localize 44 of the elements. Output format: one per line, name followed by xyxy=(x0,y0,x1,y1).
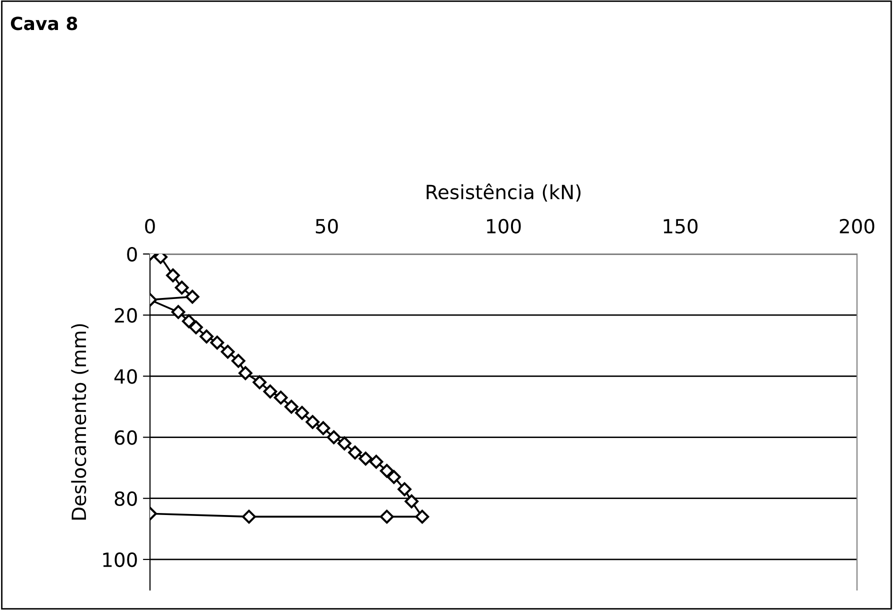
point xyxy=(185,290,200,304)
point xyxy=(274,390,288,404)
point xyxy=(182,314,196,328)
point xyxy=(398,482,412,496)
point xyxy=(358,452,373,466)
point xyxy=(220,344,235,359)
point xyxy=(380,510,394,524)
point xyxy=(166,268,180,282)
point xyxy=(171,305,186,319)
point xyxy=(380,464,394,478)
point xyxy=(404,494,419,508)
y-axis-title: Deslocamento (mm) xyxy=(71,324,88,520)
y-tick-label: 0 xyxy=(127,246,137,262)
chart-title: Cava 8 xyxy=(10,16,78,30)
point xyxy=(174,280,189,295)
point xyxy=(337,436,352,450)
point xyxy=(252,375,267,390)
point xyxy=(189,320,203,334)
point xyxy=(242,510,256,524)
point xyxy=(386,470,401,484)
point xyxy=(326,430,341,444)
x-axis-title: Resistência (kN) xyxy=(426,184,580,202)
point xyxy=(415,510,430,524)
point xyxy=(369,454,384,469)
x-tick-label: 50 xyxy=(316,218,338,234)
point xyxy=(238,366,252,380)
y-tick-label: 80 xyxy=(114,491,137,506)
point xyxy=(348,446,362,460)
y-tick-label: 40 xyxy=(114,369,137,384)
point xyxy=(263,384,278,398)
y-tick-label: 20 xyxy=(114,308,137,323)
point xyxy=(295,406,309,420)
point xyxy=(306,415,320,429)
x-tick-label: 150 xyxy=(664,218,698,234)
point xyxy=(316,421,330,436)
x-tick-label: 0 xyxy=(145,218,155,234)
y-tick-label: 100 xyxy=(103,552,137,568)
x-tick-label: 100 xyxy=(487,218,521,234)
x-tick-label: 200 xyxy=(840,218,874,234)
point xyxy=(284,400,298,414)
point xyxy=(200,330,214,344)
point xyxy=(231,354,246,368)
point xyxy=(210,336,224,350)
y-tick-label: 60 xyxy=(114,430,137,445)
